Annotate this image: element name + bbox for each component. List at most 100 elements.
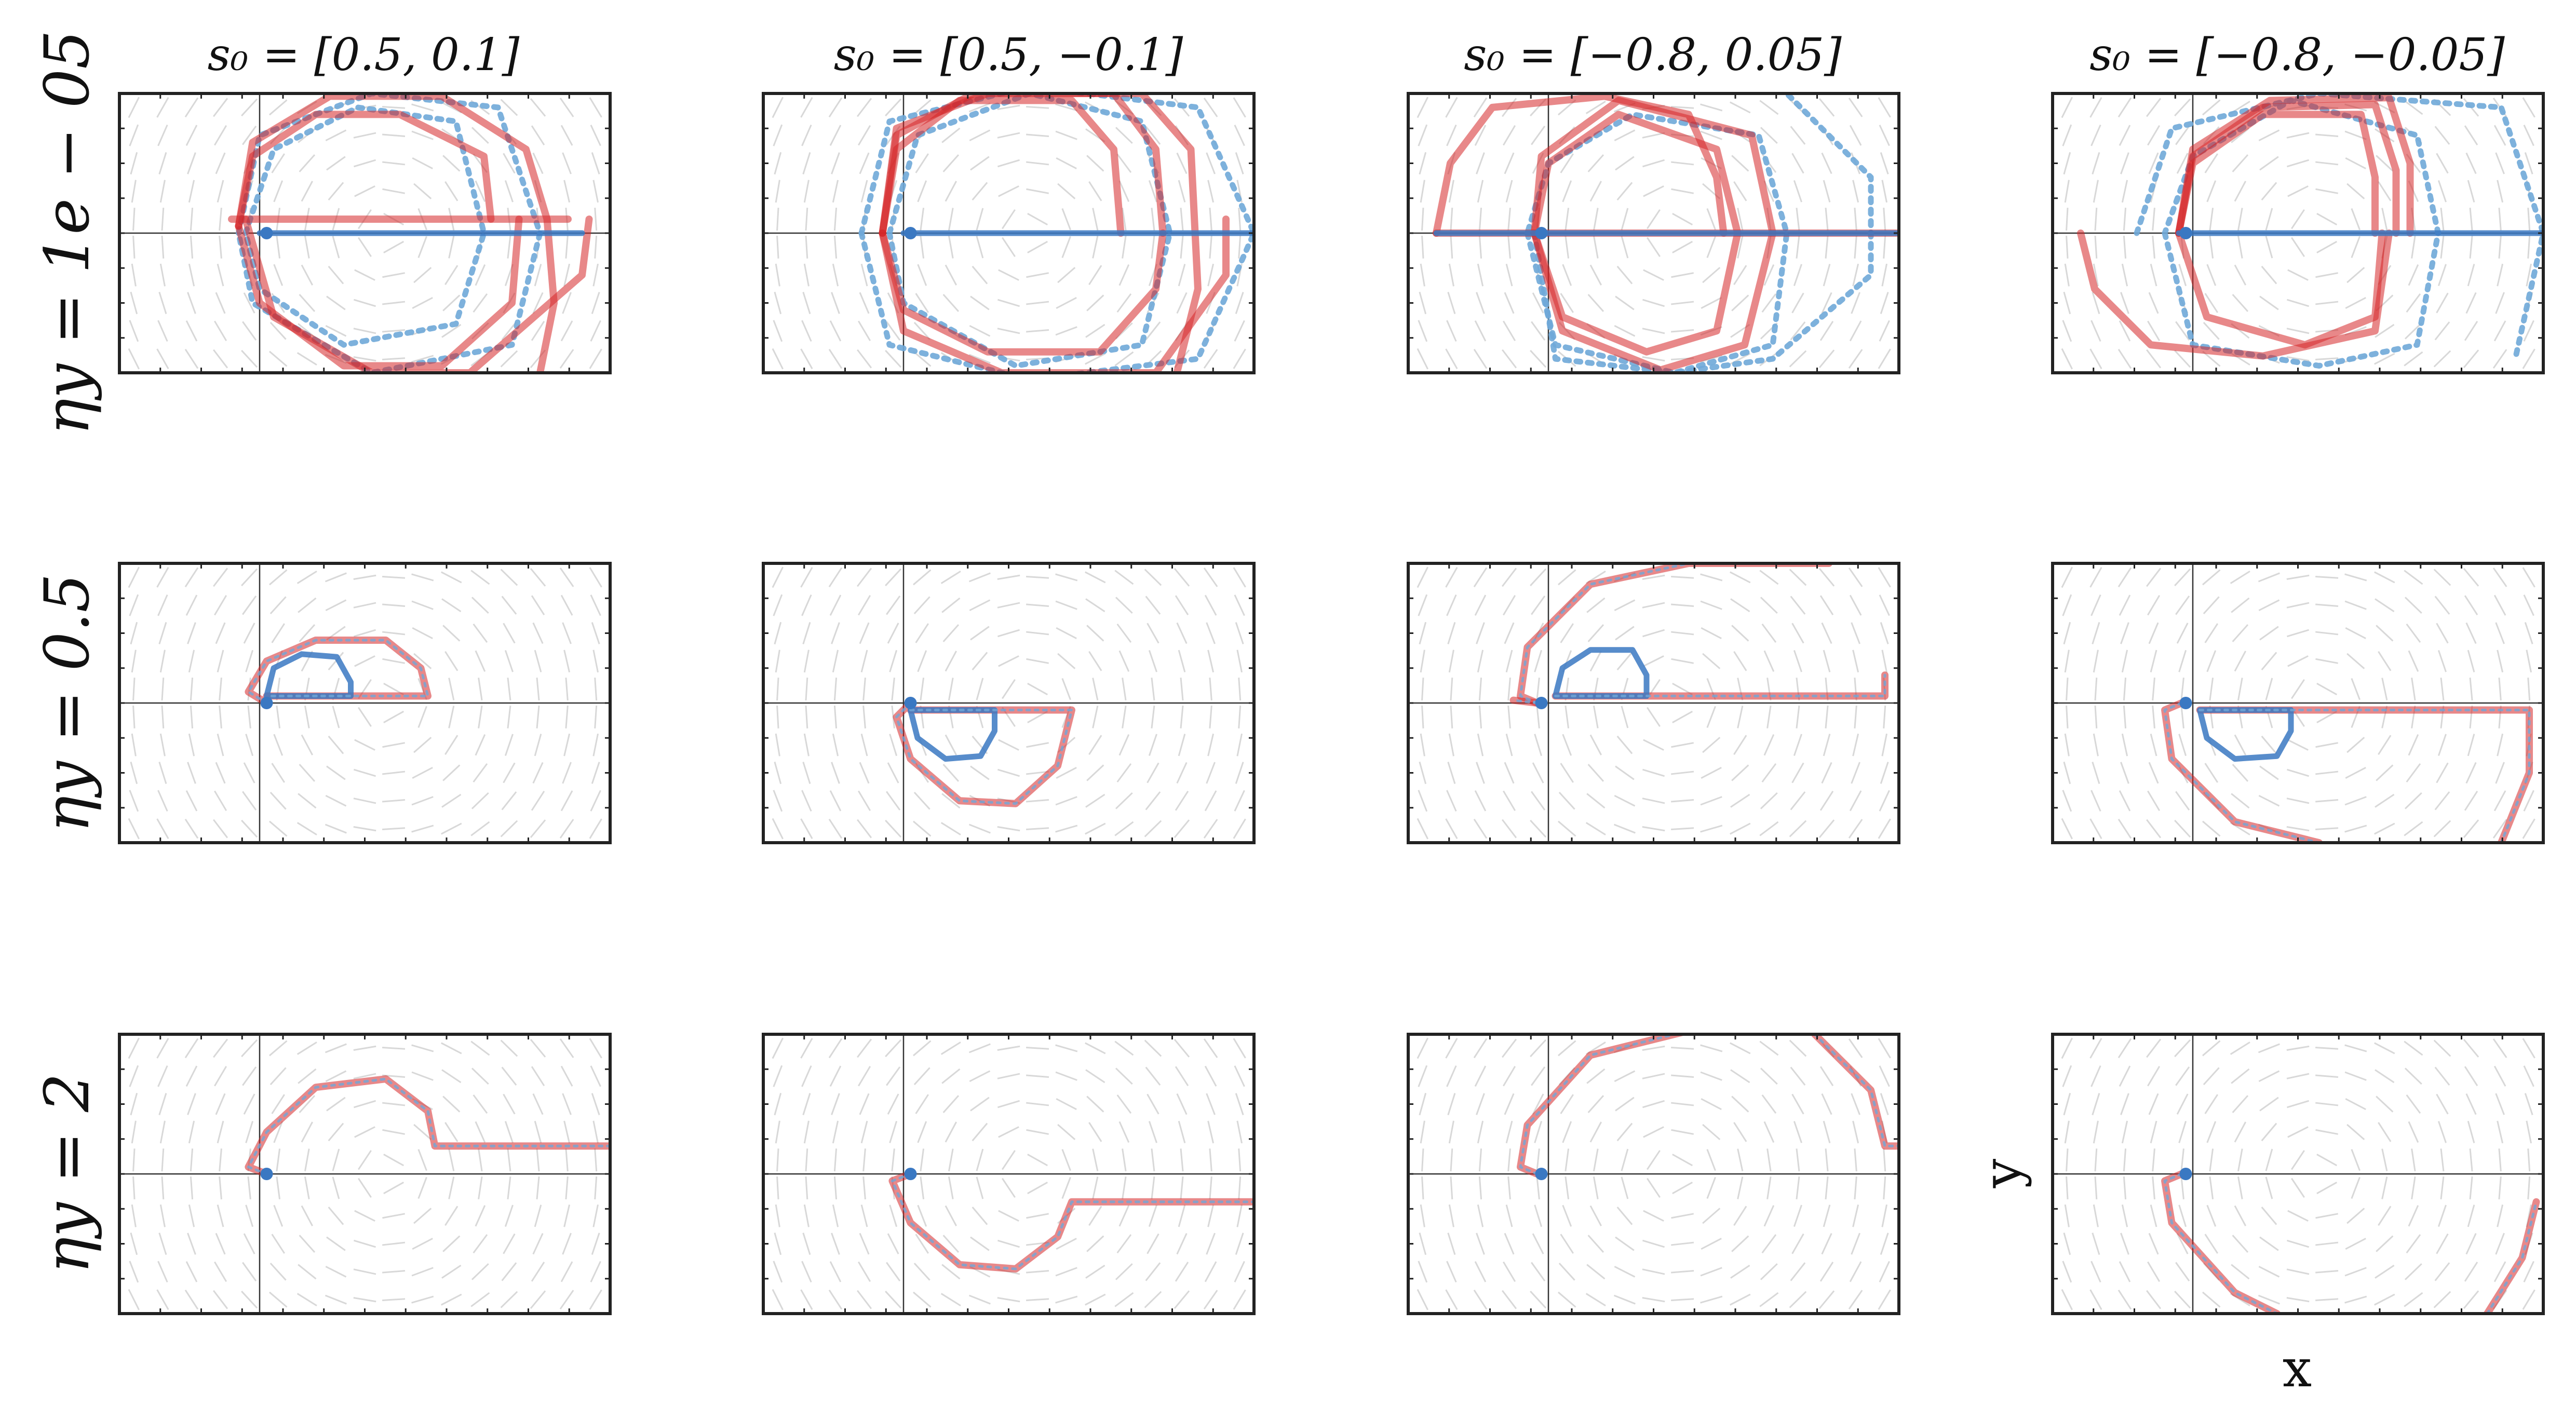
quiver-arrow bbox=[917, 1121, 927, 1143]
quiver-arrow bbox=[473, 1094, 488, 1114]
quiver-arrow bbox=[2287, 1210, 2309, 1222]
quiver-arrow bbox=[187, 622, 196, 644]
quiver-arrow bbox=[1671, 1047, 1694, 1050]
quiver-arrow bbox=[507, 678, 511, 701]
quiver-arrow bbox=[444, 181, 458, 201]
quiver-arrow bbox=[1789, 350, 1807, 368]
quiver-arrow bbox=[2467, 734, 2475, 756]
quiver-arrow bbox=[998, 185, 1019, 197]
quiver-arrow bbox=[1731, 294, 1749, 312]
quiver-arrow bbox=[1233, 1038, 1246, 1059]
quiver-arrow bbox=[2497, 650, 2504, 673]
quiver-arrow bbox=[2180, 705, 2184, 728]
quiver-arrow bbox=[1880, 762, 1889, 784]
quiver-arrow bbox=[269, 99, 288, 116]
quiver-arrow bbox=[2064, 263, 2070, 287]
quiver-arrow bbox=[532, 1093, 544, 1115]
quiver-arrow bbox=[1672, 710, 1693, 723]
quiver-arrow bbox=[2178, 264, 2187, 287]
quiver-arrow bbox=[1823, 734, 1831, 756]
quiver-arrow bbox=[2465, 762, 2477, 784]
quiver-arrow bbox=[1420, 263, 1425, 287]
red-blue-dotted-overlay bbox=[247, 639, 429, 705]
quiver-arrow bbox=[2258, 129, 2280, 142]
quiver-arrow bbox=[976, 1148, 984, 1171]
quiver-arrow bbox=[1027, 1181, 1048, 1194]
quiver-arrow bbox=[129, 594, 139, 616]
quiver-arrow bbox=[1760, 1067, 1778, 1085]
quiver-arrow bbox=[1122, 1148, 1127, 1172]
quiver-arrow bbox=[802, 152, 811, 174]
quiver-arrow bbox=[1478, 705, 1482, 728]
quiver-arrow bbox=[2287, 269, 2309, 281]
quiver-arrow bbox=[507, 1148, 511, 1172]
quiver-arrow bbox=[475, 650, 486, 672]
quiver-arrow bbox=[243, 292, 255, 314]
quiver-arrow bbox=[589, 348, 602, 369]
quiver-arrow bbox=[184, 1289, 199, 1310]
quiver-arrow bbox=[2346, 183, 2365, 199]
quiver-arrow bbox=[184, 818, 199, 839]
quiver-arrow bbox=[2258, 572, 2280, 583]
quiver-arrow bbox=[972, 182, 988, 201]
quiver-arrow bbox=[2381, 678, 2388, 700]
panel-plot-area bbox=[2053, 1034, 2543, 1314]
quiver-arrow bbox=[2344, 600, 2367, 610]
quiver-arrow bbox=[859, 292, 870, 314]
quiver-arrow bbox=[1616, 735, 1633, 754]
quiver-arrow bbox=[2345, 1098, 2366, 1111]
quiver-arrow bbox=[1671, 106, 1694, 109]
quiver-arrow bbox=[1086, 1235, 1104, 1252]
quiver-arrow bbox=[217, 734, 224, 756]
quiver-field bbox=[2061, 1037, 2535, 1310]
quiver-arrow bbox=[1733, 181, 1747, 201]
quiver-arrow bbox=[1206, 622, 1216, 644]
quiver-arrow bbox=[1671, 1241, 1694, 1246]
quiver-arrow bbox=[2315, 1129, 2338, 1135]
quiver-arrow bbox=[444, 1121, 458, 1142]
quiver-arrow bbox=[1880, 152, 1889, 174]
quiver-arrow bbox=[2148, 1233, 2159, 1255]
quiver-arrow bbox=[503, 762, 516, 783]
quiver-arrow bbox=[2524, 622, 2533, 644]
quiver-arrow bbox=[913, 1291, 932, 1308]
quiver-arrow bbox=[2180, 1148, 2184, 1172]
quiver-arrow bbox=[156, 818, 169, 839]
quiver-arrow bbox=[2378, 1206, 2392, 1226]
quiver-arrow bbox=[328, 182, 344, 201]
red-trajectory bbox=[879, 229, 1167, 356]
quiver-arrow bbox=[2351, 678, 2361, 700]
quiver-arrow bbox=[241, 98, 258, 117]
quiver-arrow bbox=[2374, 353, 2395, 365]
quiver-arrow bbox=[2286, 826, 2310, 832]
red-blue-dotted-overlay bbox=[2163, 1172, 2278, 1314]
quiver-arrow bbox=[917, 1205, 927, 1227]
quiver-arrow bbox=[1055, 1071, 1077, 1081]
quiver-arrow bbox=[1791, 762, 1804, 783]
column-titles: s₀ = [0.5, 0.1] s₀ = [0.5, −0.1] s₀ = [−… bbox=[208, 29, 2505, 81]
quiver-arrow bbox=[968, 354, 991, 364]
quiver-arrow bbox=[1026, 771, 1049, 775]
quiver-arrow bbox=[2440, 1148, 2445, 1172]
quiver-arrow bbox=[2150, 1205, 2157, 1227]
panel-r1-c1 bbox=[118, 92, 612, 374]
quiver-arrow bbox=[1207, 180, 1215, 203]
quiver-arrow bbox=[941, 597, 961, 613]
quiver-arrow bbox=[2526, 1120, 2532, 1144]
quiver-arrow bbox=[245, 650, 254, 672]
quiver-arrow bbox=[296, 1293, 317, 1307]
quiver-arrow bbox=[1092, 678, 1099, 700]
quiver-arrow bbox=[1565, 705, 1570, 728]
quiver-arrow bbox=[213, 1038, 228, 1058]
quiver-arrow bbox=[2437, 180, 2447, 202]
quiver-arrow bbox=[2094, 208, 2098, 231]
start-point-marker bbox=[904, 227, 917, 239]
quiver-arrow bbox=[2206, 264, 2217, 286]
quiver-arrow bbox=[448, 678, 455, 700]
quiver-arrow bbox=[507, 1176, 511, 1199]
quiver-arrow bbox=[534, 734, 542, 756]
quiver-arrow bbox=[1176, 1233, 1188, 1255]
quiver-arrow bbox=[1026, 799, 1049, 803]
quiver-arrow bbox=[1178, 650, 1186, 672]
quiver-arrow bbox=[2206, 180, 2217, 202]
